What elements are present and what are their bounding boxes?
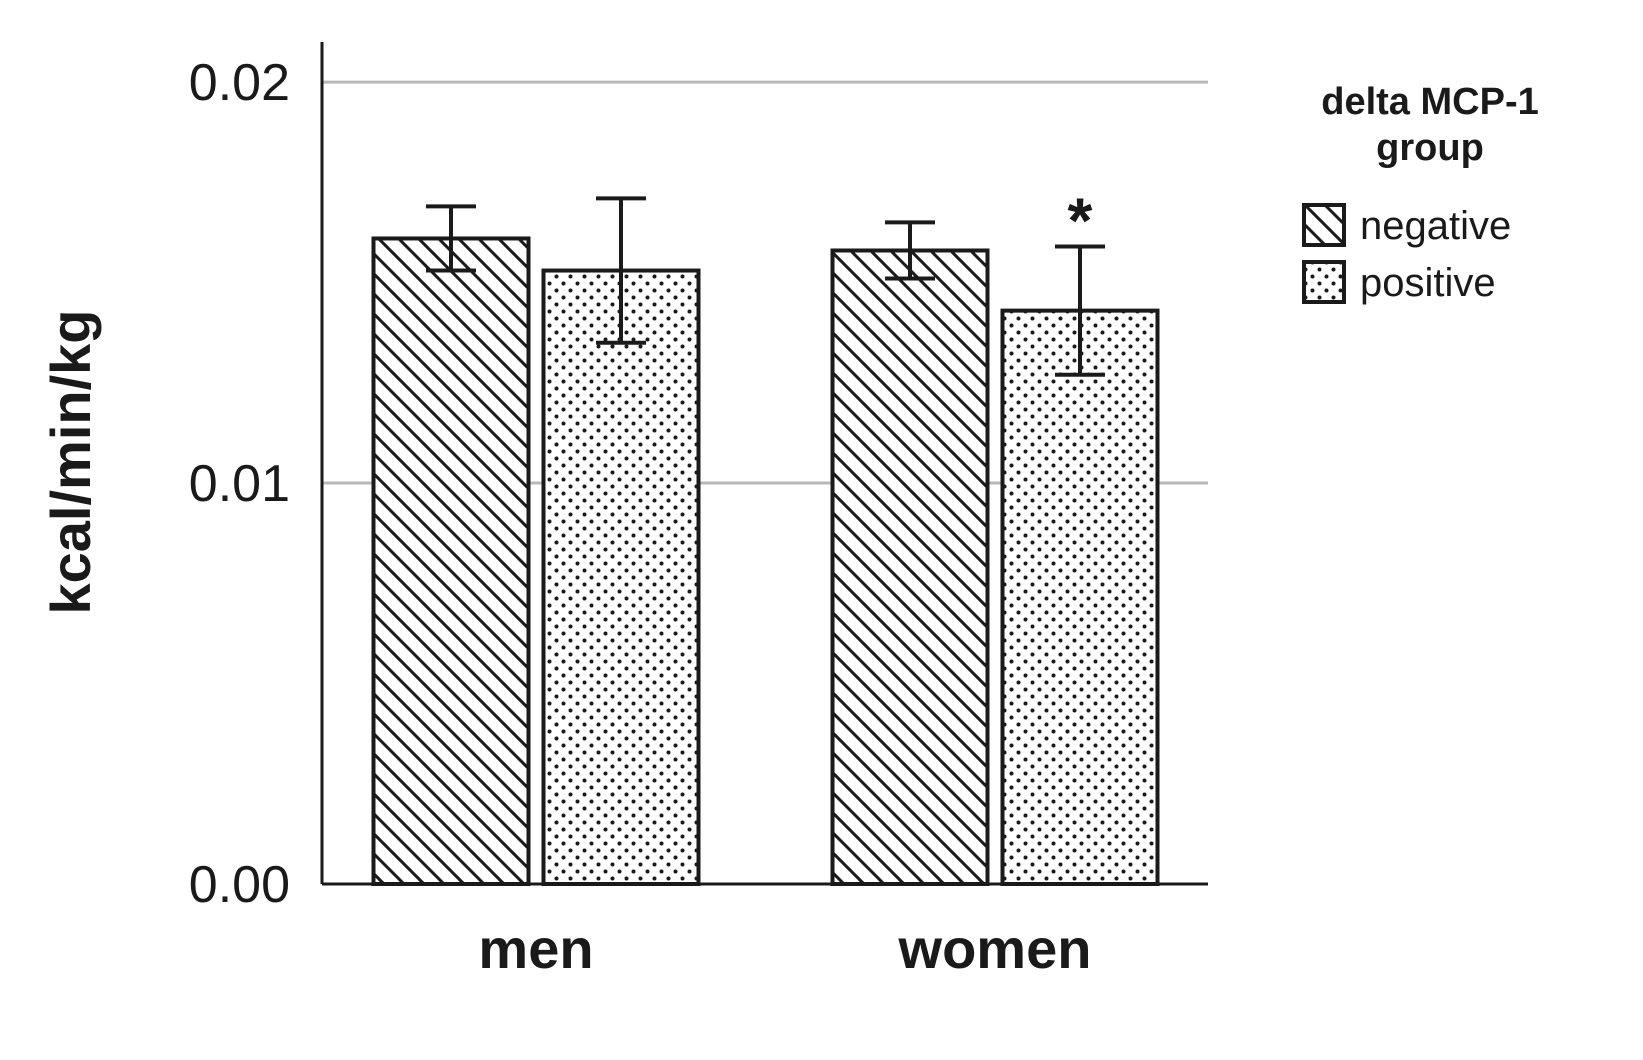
legend-title-line-1: delta MCP-1 <box>1321 81 1538 123</box>
x-category-label-women: women <box>898 917 1092 980</box>
legend-title-line-2: group <box>1376 127 1484 169</box>
legend-swatch-positive <box>1302 260 1346 304</box>
y-tick-label: 0.00 <box>189 856 290 914</box>
bar-men-positive <box>541 268 701 886</box>
y-axis-title: kcal/min/kg <box>39 309 102 614</box>
bar-men-negative <box>371 236 531 886</box>
axis-labels: 0.00 0.01 0.02 men women * <box>189 54 1093 980</box>
legend: delta MCP-1 group negative positive <box>1302 81 1539 305</box>
bars <box>371 236 1160 886</box>
error-bars <box>426 196 1105 377</box>
y-tick-label: 0.02 <box>189 54 290 112</box>
legend-label-positive: positive <box>1360 261 1496 305</box>
legend-label-negative: negative <box>1360 204 1511 248</box>
x-category-label-men: men <box>478 917 593 980</box>
significance-marker: * <box>1068 184 1093 256</box>
y-tick-label: 0.01 <box>189 455 290 513</box>
legend-swatch-negative <box>1302 203 1346 247</box>
bar-women-positive <box>1000 308 1160 886</box>
bar-women-negative <box>830 248 990 886</box>
